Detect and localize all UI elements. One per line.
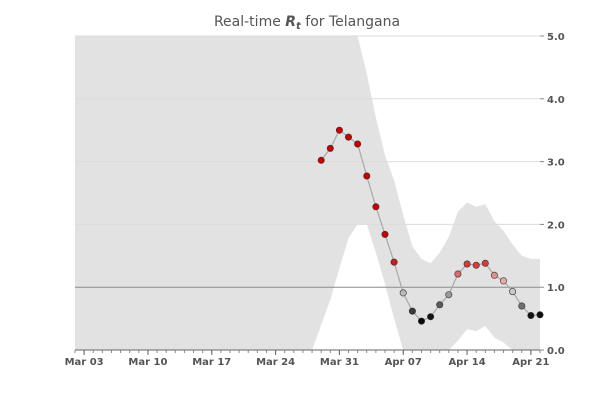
x-tick-label: Apr 21 xyxy=(512,357,549,368)
rt-data-point xyxy=(518,302,526,310)
rt-data-point xyxy=(390,258,398,266)
x-axis: Mar 03 Mar 10 Mar 17 Mar 24 Mar 31 Apr 07 Apr … xyxy=(65,349,550,368)
y-tick-label: 2.0 xyxy=(547,220,565,231)
rt-data-point xyxy=(536,311,544,319)
plot-area xyxy=(75,35,544,350)
y-tick-label: 0.0 xyxy=(547,346,565,357)
rt-data-point xyxy=(445,291,453,299)
confidence-band xyxy=(75,36,540,350)
chart-title-prefix: Real-time xyxy=(214,14,285,30)
rt-data-point xyxy=(527,311,535,319)
x-tick-label: Mar 10 xyxy=(128,357,167,368)
chart-title: Real-time Rt for Telangana xyxy=(214,14,400,32)
rt-data-point xyxy=(427,313,435,321)
x-tick-label: Mar 17 xyxy=(192,357,231,368)
rt-data-point xyxy=(499,277,507,285)
rt-data-point xyxy=(354,140,362,148)
rt-data-point xyxy=(481,259,489,267)
rt-data-point xyxy=(335,126,343,134)
chart-title-suffix: for Telangana xyxy=(301,14,400,30)
rt-data-point xyxy=(326,144,334,152)
rt-data-point xyxy=(399,289,407,297)
y-tick-label: 4.0 xyxy=(547,95,565,106)
rt-data-point xyxy=(363,172,371,180)
rt-data-point xyxy=(317,156,325,164)
rt-data-point xyxy=(472,261,480,269)
chart-title-symbol: R xyxy=(285,14,296,30)
rt-data-point xyxy=(408,307,416,315)
y-tick-label: 3.0 xyxy=(547,158,565,169)
chart-title-subscript: t xyxy=(296,21,302,32)
rt-data-point xyxy=(417,317,425,325)
x-tick-label: Mar 31 xyxy=(320,357,359,368)
x-tick-label: Apr 14 xyxy=(448,357,485,368)
rt-data-point xyxy=(490,271,498,279)
rt-data-point xyxy=(463,260,471,268)
x-tick-label: Mar 03 xyxy=(65,357,104,368)
rt-data-point xyxy=(436,301,444,309)
x-tick-label: Apr 07 xyxy=(385,357,422,368)
y-axis: 0.0 1.0 2.0 3.0 4.0 5.0 xyxy=(540,32,565,357)
rt-data-point xyxy=(372,203,380,211)
rt-data-point xyxy=(381,230,389,238)
rt-data-point xyxy=(344,133,352,141)
rt-data-point xyxy=(509,288,517,296)
rt-data-point xyxy=(454,270,462,278)
y-tick-label: 5.0 xyxy=(547,32,565,43)
y-tick-label: 1.0 xyxy=(547,283,565,294)
x-tick-label: Mar 24 xyxy=(256,357,295,368)
